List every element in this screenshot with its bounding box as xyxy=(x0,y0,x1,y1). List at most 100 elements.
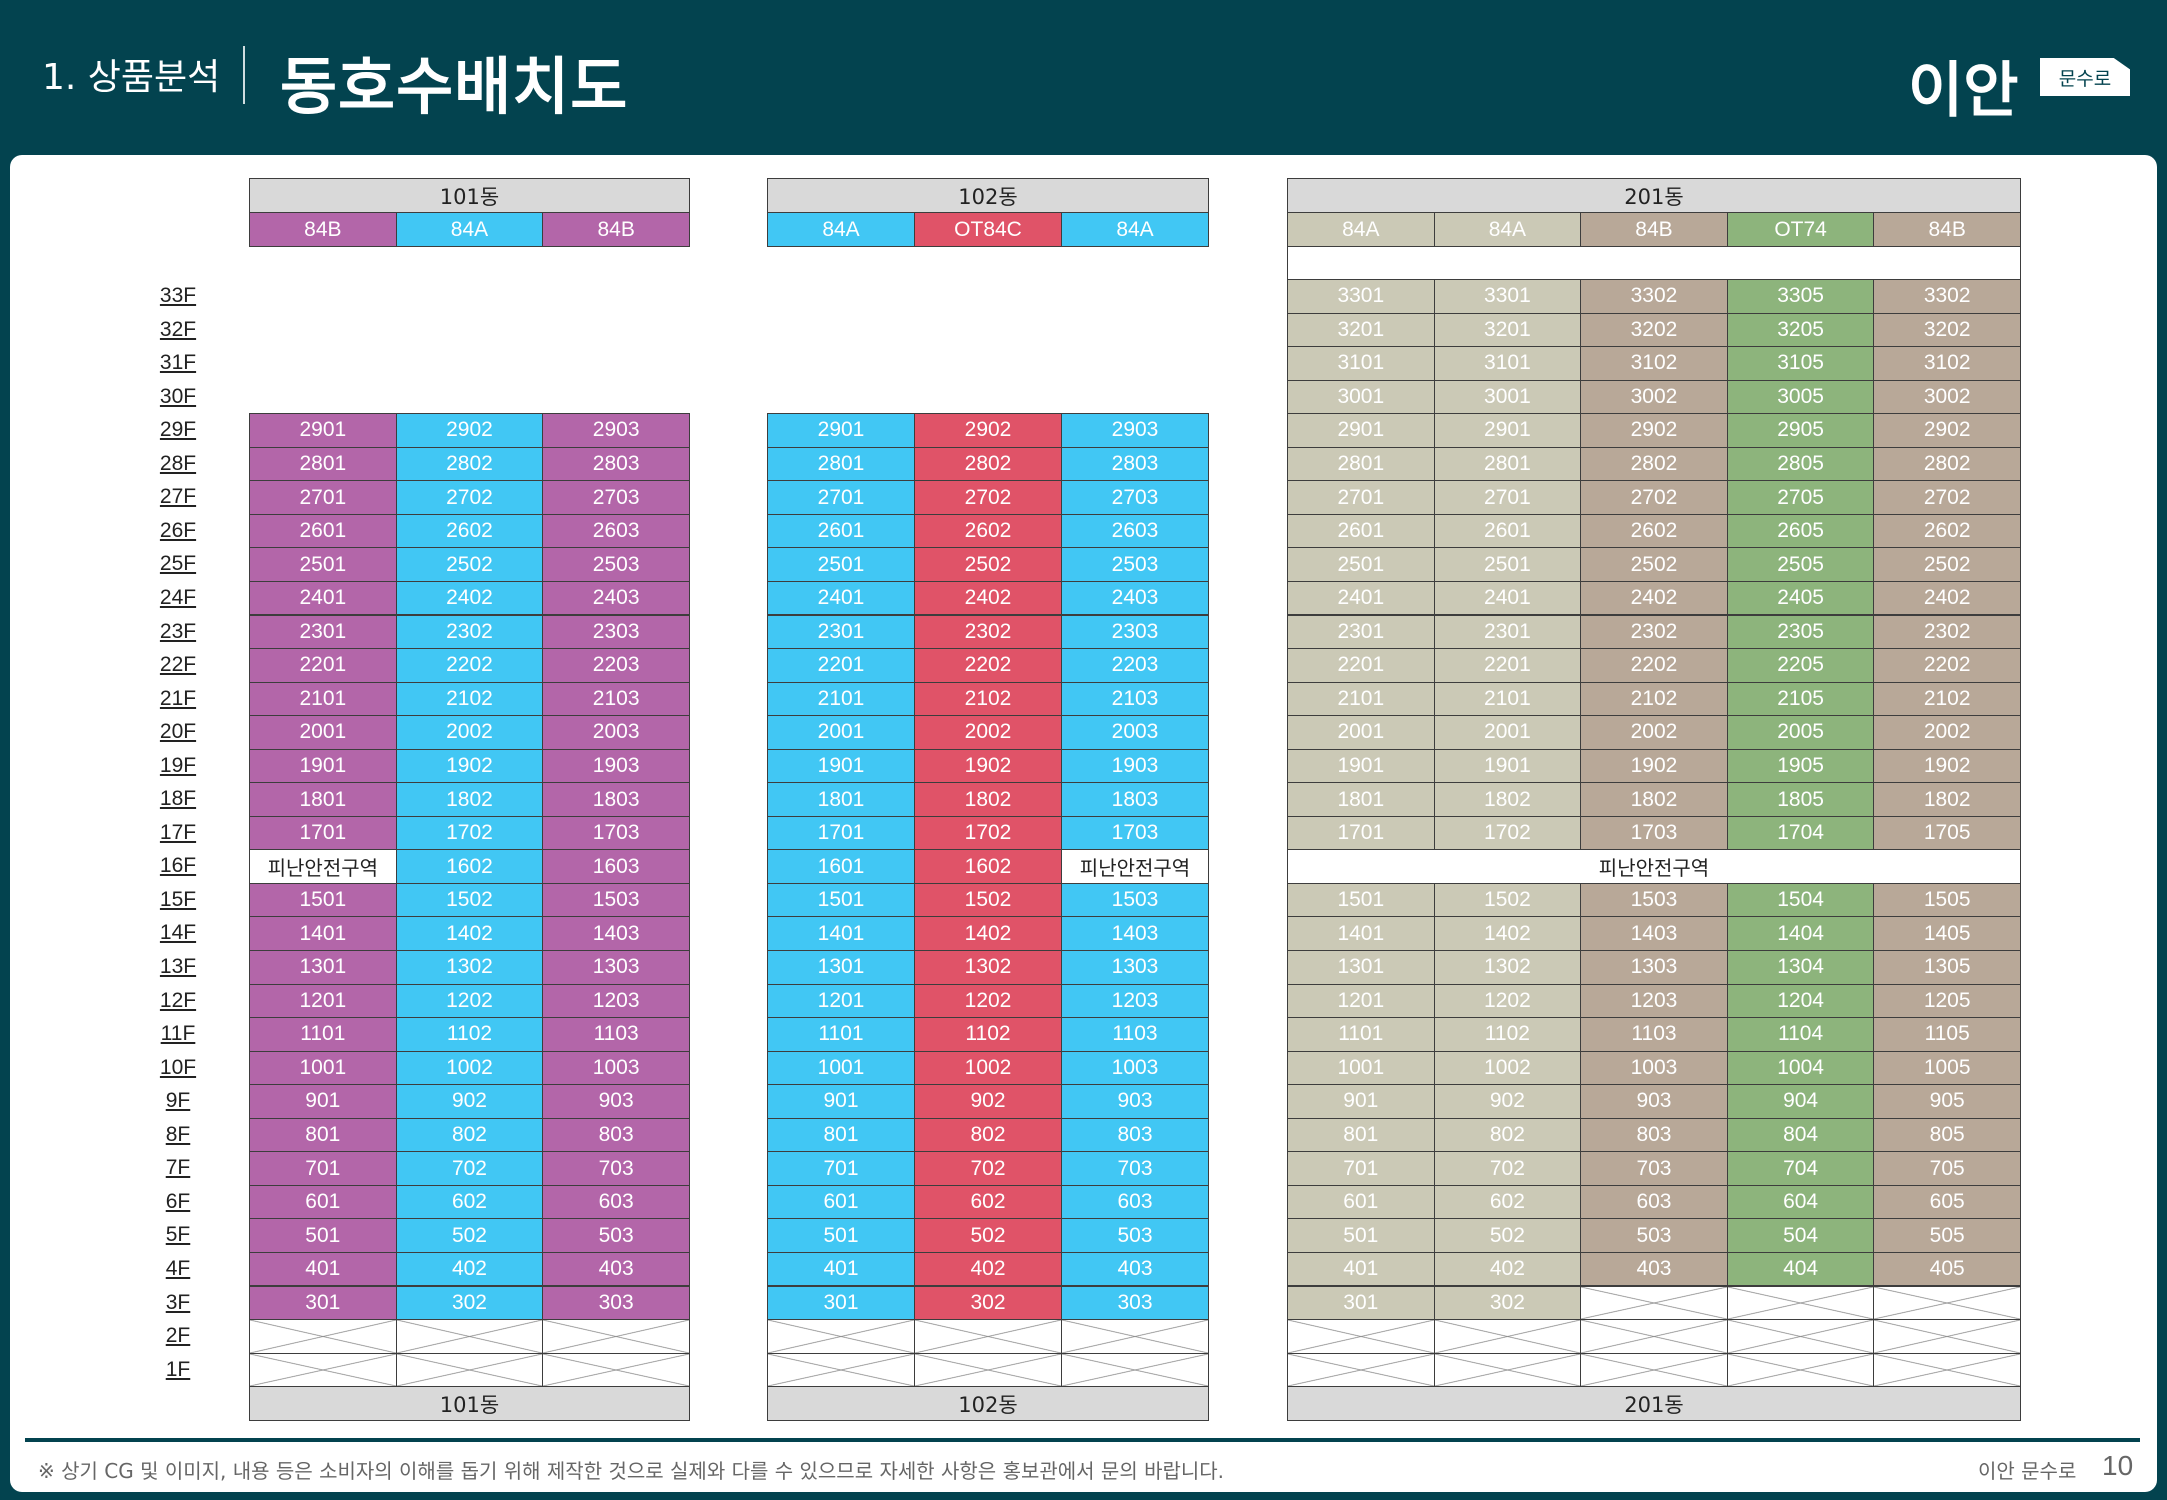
unit-cell[interactable]: 2701 xyxy=(1433,480,1582,515)
unit-cell[interactable]: 903 xyxy=(542,1084,690,1119)
unit-cell[interactable]: 905 xyxy=(1873,1084,2021,1119)
unit-cell[interactable]: 2203 xyxy=(1061,648,1209,683)
unit-cell[interactable]: 2301 xyxy=(1433,614,1582,650)
unit-cell[interactable]: 1401 xyxy=(767,916,915,951)
unit-cell[interactable]: 2103 xyxy=(1061,681,1209,717)
unit-cell[interactable]: 2405 xyxy=(1726,580,1875,616)
unit-cell[interactable]: 1503 xyxy=(1580,882,1728,918)
unit-cell[interactable]: 601 xyxy=(249,1184,397,1220)
unit-cell[interactable]: 1001 xyxy=(1287,1050,1435,1086)
unit-cell[interactable]: 2601 xyxy=(249,513,397,549)
unit-cell[interactable]: 3001 xyxy=(1287,379,1435,415)
unit-cell[interactable]: 2502 xyxy=(1580,547,1728,582)
unit-cell[interactable]: 3002 xyxy=(1580,379,1728,415)
unit-cell[interactable]: 1401 xyxy=(249,916,397,951)
unit-cell[interactable]: 1404 xyxy=(1726,916,1875,951)
unit-cell[interactable]: 1801 xyxy=(1287,782,1435,817)
unit-cell[interactable]: 901 xyxy=(249,1084,397,1119)
unit-cell[interactable]: 2701 xyxy=(1287,480,1435,515)
unit-cell[interactable]: 2401 xyxy=(1287,580,1435,616)
unit-cell[interactable]: 605 xyxy=(1873,1184,2021,1220)
unit-cell[interactable]: 2802 xyxy=(395,446,544,482)
unit-cell[interactable]: 403 xyxy=(542,1251,690,1287)
unit-cell[interactable]: 1703 xyxy=(542,815,690,851)
unit-cell[interactable]: 601 xyxy=(1287,1184,1435,1220)
unit-cell[interactable]: 2802 xyxy=(1580,446,1728,482)
unit-cell[interactable]: 502 xyxy=(914,1218,1062,1253)
unit-cell[interactable]: 1802 xyxy=(1433,782,1582,817)
unit-cell[interactable]: 1901 xyxy=(767,748,915,784)
unit-cell[interactable]: 1301 xyxy=(249,950,397,985)
unit-cell[interactable]: 803 xyxy=(542,1117,690,1153)
unit-cell[interactable]: 2703 xyxy=(1061,480,1209,515)
unit-cell[interactable]: 2205 xyxy=(1726,648,1875,683)
unit-cell[interactable]: 1901 xyxy=(249,748,397,784)
unit-cell[interactable]: 1102 xyxy=(1433,1017,1582,1052)
unit-cell[interactable]: 602 xyxy=(1433,1184,1582,1220)
unit-cell[interactable]: 3102 xyxy=(1873,346,2021,381)
unit-cell[interactable]: 1403 xyxy=(542,916,690,951)
unit-cell[interactable]: 302 xyxy=(1433,1285,1582,1321)
unit-cell[interactable]: 1902 xyxy=(395,748,544,784)
unit-cell[interactable]: 2905 xyxy=(1726,413,1875,448)
unit-cell[interactable]: 505 xyxy=(1873,1218,2021,1253)
unit-cell[interactable]: 1303 xyxy=(1580,950,1728,985)
unit-cell[interactable]: 1504 xyxy=(1726,882,1875,918)
unit-cell[interactable]: 1903 xyxy=(1061,748,1209,784)
unit-cell[interactable]: 2902 xyxy=(395,413,544,448)
unit-cell[interactable]: 1003 xyxy=(1061,1050,1209,1086)
unit-cell[interactable]: 1702 xyxy=(395,815,544,851)
unit-cell[interactable]: 2702 xyxy=(395,480,544,515)
unit-cell[interactable]: 1201 xyxy=(1287,983,1435,1019)
unit-cell[interactable]: 301 xyxy=(249,1285,397,1321)
unit-cell[interactable]: 2901 xyxy=(767,413,915,448)
unit-cell[interactable]: 2503 xyxy=(1061,547,1209,582)
unit-cell[interactable]: 702 xyxy=(914,1151,1062,1186)
unit-cell[interactable]: 1001 xyxy=(767,1050,915,1086)
unit-cell[interactable]: 2201 xyxy=(767,648,915,683)
unit-cell[interactable]: 402 xyxy=(395,1251,544,1287)
unit-cell[interactable]: 1302 xyxy=(1433,950,1582,985)
unit-cell[interactable]: 3005 xyxy=(1726,379,1875,415)
unit-cell[interactable]: 801 xyxy=(249,1117,397,1153)
unit-cell[interactable]: 2801 xyxy=(767,446,915,482)
unit-cell[interactable]: 2402 xyxy=(914,580,1062,616)
unit-cell[interactable]: 501 xyxy=(1287,1218,1435,1253)
unit-cell[interactable]: 2902 xyxy=(914,413,1062,448)
unit-cell[interactable]: 701 xyxy=(767,1151,915,1186)
unit-cell[interactable]: 2102 xyxy=(1873,681,2021,717)
unit-cell[interactable]: 2305 xyxy=(1726,614,1875,650)
unit-cell[interactable]: 501 xyxy=(249,1218,397,1253)
unit-cell[interactable]: 3001 xyxy=(1433,379,1582,415)
unit-cell[interactable]: 1303 xyxy=(542,950,690,985)
unit-cell[interactable]: 901 xyxy=(767,1084,915,1119)
unit-cell[interactable]: 2501 xyxy=(249,547,397,582)
unit-cell[interactable]: 1301 xyxy=(767,950,915,985)
unit-cell[interactable]: 1902 xyxy=(914,748,1062,784)
unit-cell[interactable]: 3201 xyxy=(1287,312,1435,348)
unit-cell[interactable]: 1502 xyxy=(914,882,1062,918)
unit-cell[interactable]: 2302 xyxy=(914,614,1062,650)
unit-cell[interactable]: 1905 xyxy=(1726,748,1875,784)
unit-cell[interactable]: 2001 xyxy=(1433,715,1582,750)
unit-cell[interactable]: 2301 xyxy=(767,614,915,650)
unit-cell[interactable]: 1203 xyxy=(542,983,690,1019)
unit-cell[interactable]: 604 xyxy=(1726,1184,1875,1220)
unit-cell[interactable]: 2301 xyxy=(249,614,397,650)
unit-cell[interactable]: 1402 xyxy=(395,916,544,951)
unit-cell[interactable]: 802 xyxy=(914,1117,1062,1153)
unit-cell[interactable]: 3302 xyxy=(1873,279,2021,314)
unit-cell[interactable]: 3102 xyxy=(1580,346,1728,381)
unit-cell[interactable]: 2602 xyxy=(1873,513,2021,549)
unit-cell[interactable]: 1401 xyxy=(1287,916,1435,951)
unit-cell[interactable]: 1701 xyxy=(1287,815,1435,851)
unit-cell[interactable]: 1403 xyxy=(1061,916,1209,951)
unit-cell[interactable]: 2801 xyxy=(1287,446,1435,482)
unit-cell[interactable]: 2902 xyxy=(1873,413,2021,448)
unit-cell[interactable]: 703 xyxy=(542,1151,690,1186)
unit-cell[interactable]: 2403 xyxy=(1061,580,1209,616)
unit-cell[interactable]: 1402 xyxy=(914,916,1062,951)
unit-cell[interactable]: 2002 xyxy=(395,715,544,750)
unit-cell[interactable]: 1802 xyxy=(1580,782,1728,817)
unit-cell[interactable]: 1102 xyxy=(914,1017,1062,1052)
